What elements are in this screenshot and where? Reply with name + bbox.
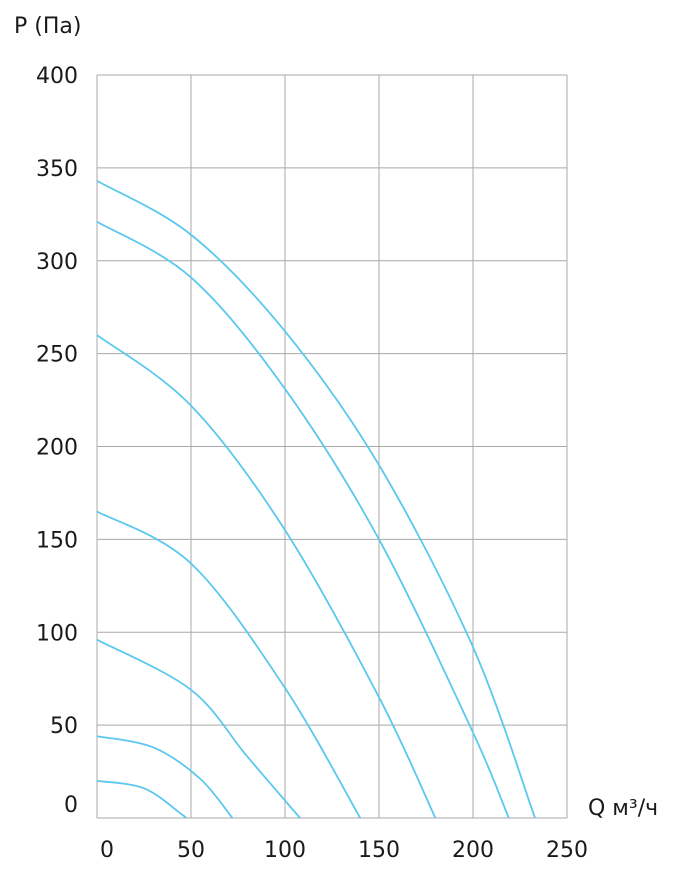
x-tick-label: 250 bbox=[546, 838, 588, 863]
y-tick-label: 300 bbox=[36, 250, 78, 275]
y-axis-ticks: 0 50 100 150 200 250 300 350 400 bbox=[36, 64, 78, 818]
x-tick-label: 0 bbox=[100, 838, 114, 863]
x-tick-label: 100 bbox=[264, 838, 306, 863]
x-tick-label: 50 bbox=[177, 838, 205, 863]
series-line-1 bbox=[96, 180, 536, 819]
y-tick-label: 350 bbox=[36, 157, 78, 182]
y-tick-label: 200 bbox=[36, 436, 78, 461]
y-tick-label: 150 bbox=[36, 528, 78, 553]
y-tick-label: 250 bbox=[36, 343, 78, 368]
x-axis-title: Q м³/ч bbox=[588, 796, 658, 821]
series-line-7 bbox=[96, 779, 187, 819]
x-tick-label: 150 bbox=[358, 838, 400, 863]
y-axis-title: P (Па) bbox=[14, 14, 81, 39]
series-line-3 bbox=[96, 334, 437, 819]
x-axis-ticks: 0 50 100 150 200 250 bbox=[100, 838, 588, 863]
chart-grid bbox=[96, 74, 568, 819]
series-line-5 bbox=[96, 638, 301, 819]
chart-curves bbox=[96, 180, 536, 819]
series-line-2 bbox=[96, 220, 510, 819]
series-line-4 bbox=[96, 510, 361, 819]
y-tick-label: 400 bbox=[36, 64, 78, 89]
x-tick-label: 200 bbox=[452, 838, 494, 863]
y-tick-label: 0 bbox=[64, 793, 78, 818]
y-tick-label: 100 bbox=[36, 621, 78, 646]
y-tick-label: 50 bbox=[50, 714, 78, 739]
series-line-6 bbox=[96, 735, 234, 819]
